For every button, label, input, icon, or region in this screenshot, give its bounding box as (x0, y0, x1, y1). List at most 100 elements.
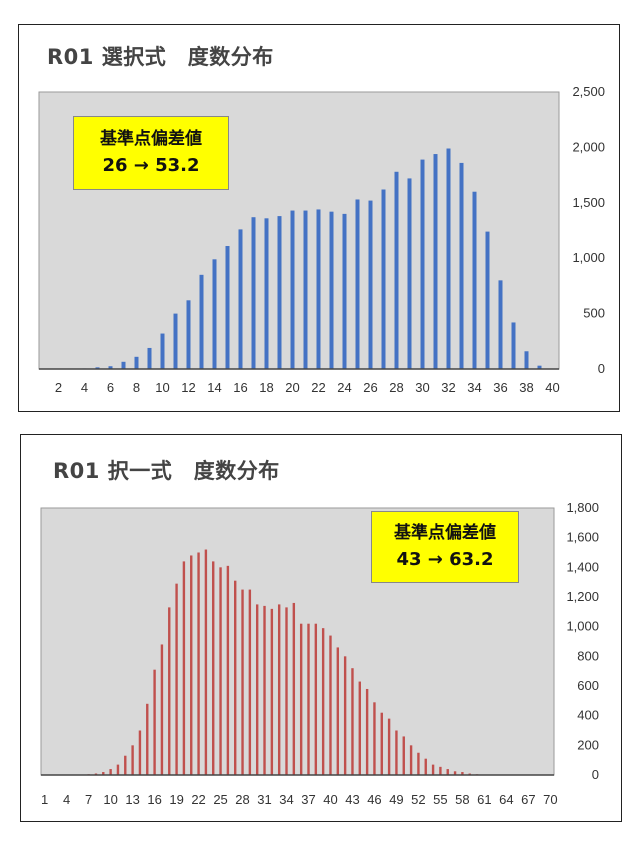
y-tick-label: 1,800 (566, 500, 599, 515)
bar (212, 259, 217, 369)
bar (394, 171, 399, 369)
x-tick-label: 19 (169, 792, 183, 807)
bar (225, 246, 230, 369)
x-tick-label: 25 (213, 792, 227, 807)
bar (299, 623, 303, 775)
bar (342, 213, 347, 369)
bar (277, 604, 281, 775)
bar (316, 209, 321, 369)
y-tick-label: 0 (592, 767, 599, 782)
bar (160, 333, 165, 369)
chart-panel-multiple-choice: 1 4 7 10 13 16 19 22 25 28 31 34 37 40 43 46 49 52 55 58 61 6… (20, 434, 622, 822)
chart-title: R01 選択式 度数分布 (47, 45, 274, 69)
y-tick-label: 2,000 (572, 139, 605, 154)
bar (407, 178, 412, 369)
bar (199, 274, 204, 369)
bar (402, 736, 405, 775)
bar (343, 656, 347, 775)
bar (439, 766, 442, 775)
annotation-label: 基準点偏差値 (100, 129, 202, 149)
bar (116, 764, 120, 775)
chart-multiple-choice-svg: 1 4 7 10 13 16 19 22 25 28 31 34 37 40 43 46 49 52 55 58 61 6… (40, 500, 599, 807)
x-tick-label: 55 (433, 792, 447, 807)
x-tick-label: 4 (63, 792, 70, 807)
x-tick-label: 38 (519, 380, 533, 395)
x-tick-label: 12 (181, 380, 195, 395)
x-tick-label: 43 (345, 792, 359, 807)
bar (219, 567, 222, 775)
bar (102, 772, 105, 775)
x-tick-label: 22 (311, 380, 325, 395)
bar (303, 210, 308, 369)
x-tick-label: 20 (285, 380, 299, 395)
bar (238, 229, 243, 369)
bar (381, 189, 386, 369)
x-tick-label: 1 (41, 792, 48, 807)
x-tick-label: 10 (103, 792, 117, 807)
x-tick-label: 46 (367, 792, 381, 807)
chart-selection-svg: 2 4 6 8 10 12 14 16 18 20 22 24 26 28 30 32 34 36 38 400500… (38, 84, 605, 395)
x-tick-label: 64 (499, 792, 513, 807)
y-tick-label: 1,000 (566, 619, 599, 634)
bar (173, 313, 178, 369)
y-tick-label: 1,200 (566, 589, 599, 604)
bar (446, 769, 449, 775)
bar (387, 718, 391, 775)
x-tick-label: 49 (389, 792, 403, 807)
bar (314, 623, 318, 775)
bar (321, 628, 325, 775)
x-tick-label: 70 (543, 792, 557, 807)
x-tick-label: 28 (235, 792, 249, 807)
bar (511, 322, 516, 369)
chart-panel-selection: 2 4 6 8 10 12 14 16 18 20 22 24 26 28 30 32 34 36 38 40 0 500… (18, 24, 620, 412)
bar (131, 745, 134, 775)
bar (336, 647, 340, 775)
bar (277, 216, 282, 369)
bar (420, 159, 425, 369)
bar (485, 231, 490, 369)
bar (182, 561, 186, 775)
x-tick-label: 67 (521, 792, 535, 807)
bar (138, 730, 142, 775)
bar (168, 607, 171, 775)
x-tick-label: 30 (415, 380, 429, 395)
bar (234, 580, 237, 775)
x-tick-label: 32 (441, 380, 455, 395)
bar (373, 702, 376, 775)
bar (160, 644, 164, 775)
bar (146, 703, 149, 775)
x-tick-label: 14 (207, 380, 221, 395)
x-tick-label: 52 (411, 792, 425, 807)
y-tick-label: 600 (577, 678, 599, 693)
annotation-box: 基準点偏差値 43 → 63.2 (371, 511, 519, 583)
bar (472, 191, 477, 369)
x-tick-label: 26 (363, 380, 377, 395)
x-tick-label: 10 (155, 380, 169, 395)
bar (292, 602, 296, 775)
bar (197, 552, 200, 775)
bar (263, 605, 266, 775)
bar (329, 211, 334, 369)
bar (251, 217, 256, 369)
x-tick-label: 16 (147, 792, 161, 807)
bar (446, 148, 451, 369)
bar (153, 669, 156, 775)
x-tick-label: 4 (81, 380, 88, 395)
bar (134, 356, 139, 369)
y-tick-label: 800 (577, 648, 599, 663)
bar (186, 300, 191, 369)
x-tick-label: 37 (301, 792, 315, 807)
bar (417, 752, 420, 775)
bar (147, 347, 152, 369)
y-tick-label: 0 (598, 361, 605, 376)
bar (461, 772, 464, 775)
bar (409, 745, 413, 775)
x-tick-label: 2 (55, 380, 62, 395)
annotation-value: 43 → 63.2 (396, 549, 494, 570)
x-tick-label: 40 (323, 792, 337, 807)
bar (95, 367, 100, 369)
y-tick-label: 2,500 (572, 84, 605, 99)
bar (285, 607, 288, 775)
x-tick-label: 31 (257, 792, 271, 807)
bar (226, 565, 230, 775)
